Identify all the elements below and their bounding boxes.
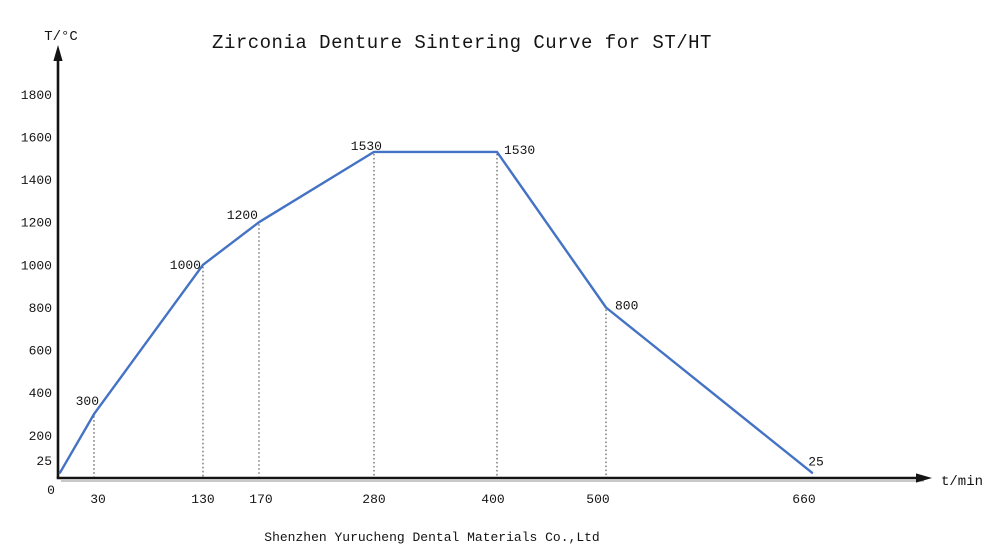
- y-tick-label: 25: [36, 454, 52, 469]
- y-tick-label: 1400: [21, 173, 52, 188]
- y-tick-label: 1600: [21, 130, 52, 145]
- x-axis-label: t/min: [941, 474, 983, 490]
- x-tick-label: 130: [191, 492, 214, 507]
- point-label: 800: [615, 299, 638, 314]
- chart-title: Zirconia Denture Sintering Curve for ST/…: [212, 32, 712, 54]
- point-label: 1000: [170, 258, 201, 273]
- plot-area: 300 1000 1200 1530 1530 800 25 0 30 130 170 280 400 5…: [21, 88, 824, 507]
- point-label: 1200: [227, 208, 258, 223]
- y-axis-arrowhead: [53, 45, 63, 61]
- y-axis-label: T/°C: [44, 29, 78, 45]
- y-tick-label: 1800: [21, 88, 52, 103]
- x-tick-label: 170: [249, 492, 272, 507]
- y-tick-label: 400: [29, 386, 52, 401]
- x-tick-label: 400: [481, 492, 504, 507]
- x-tick-label: 280: [362, 492, 385, 507]
- y-tick-label: 1200: [21, 216, 52, 231]
- point-label: 1530: [504, 143, 535, 158]
- point-label: 300: [76, 394, 99, 409]
- x-tick-label: 30: [90, 492, 106, 507]
- y-tick-label: 1000: [21, 258, 52, 273]
- point-label: 1530: [351, 139, 382, 154]
- x-tick-label: 0: [47, 483, 55, 498]
- x-tick-label: 660: [792, 492, 815, 507]
- y-tick-label: 600: [29, 344, 52, 359]
- footer-company: Shenzhen Yurucheng Dental Materials Co.,…: [264, 530, 599, 545]
- y-tick-label: 200: [29, 429, 52, 444]
- x-tick-label: 500: [586, 492, 609, 507]
- y-tick-label: 800: [29, 301, 52, 316]
- x-axis-arrowhead: [916, 473, 932, 483]
- point-label: 25: [808, 455, 824, 470]
- sintering-curve: [58, 150, 814, 474]
